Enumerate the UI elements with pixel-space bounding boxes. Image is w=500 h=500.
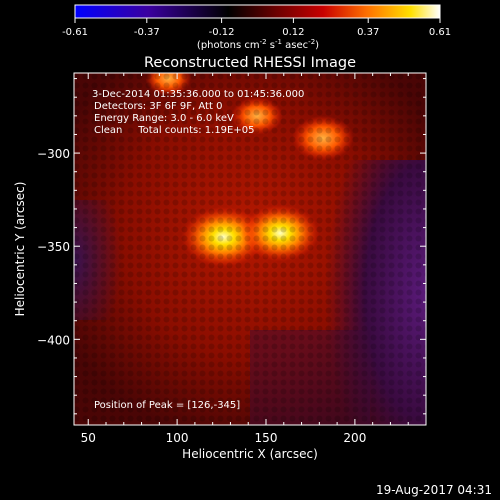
colorbar-units: (photons cm-2 s-1 asec-2) [197,38,319,51]
render-timestamp: 19-Aug-2017 04:31 [376,483,492,497]
y-axis-label: Heliocentric Y (arcsec) [13,182,27,317]
colorbar-ticks: -0.61 -0.37 -0.12 0.12 0.37 0.61 [62,18,451,38]
colorbar-tick-label: -0.61 [62,27,88,38]
chart-title: Reconstructed RHESSI Image [144,55,356,71]
x-tick-label: 50 [81,431,96,445]
colorbar-gradient [74,4,441,19]
observation-annotations: 3-Dec-2014 01:35:36.000 to 01:45:36.000 … [92,89,304,411]
y-tick-label: −350 [37,240,70,254]
x-tick-label: 200 [343,431,366,445]
x-tick-label: 100 [166,431,189,445]
colorbar: -0.61 -0.37 -0.12 0.12 0.37 0.61 (photons cm-… [62,4,451,51]
colorbar-tick-label: 0.37 [357,27,379,38]
colorbar-tick-label: -0.37 [134,27,160,38]
colorbar-tick-label: 0.12 [282,27,304,38]
x-axis: 50 100 150 200 [81,73,409,445]
annotation-detectors: Detectors: 3F 6F 9F, Att 0 [94,101,222,112]
y-tick-label: −400 [37,333,70,347]
peak-position-label: Position of Peak = [126,-345] [94,400,240,411]
x-tick-label: 150 [255,431,278,445]
annotation-time: 3-Dec-2014 01:35:36.000 to 01:45:36.000 [92,89,304,100]
x-axis-label: Heliocentric X (arcsec) [182,447,318,461]
plot-frame [73,72,427,426]
colorbar-tick-label: -0.12 [209,27,235,38]
heatmap-image [74,73,426,425]
annotation-energy: Energy Range: 3.0 - 6.0 keV [94,113,234,124]
annotation-clean: Clean Total counts: 1.19E+05 [94,125,254,136]
y-axis: −300 −350 −400 [37,78,426,415]
colorbar-tick-label: 0.61 [429,27,451,38]
y-tick-label: −300 [37,147,70,161]
